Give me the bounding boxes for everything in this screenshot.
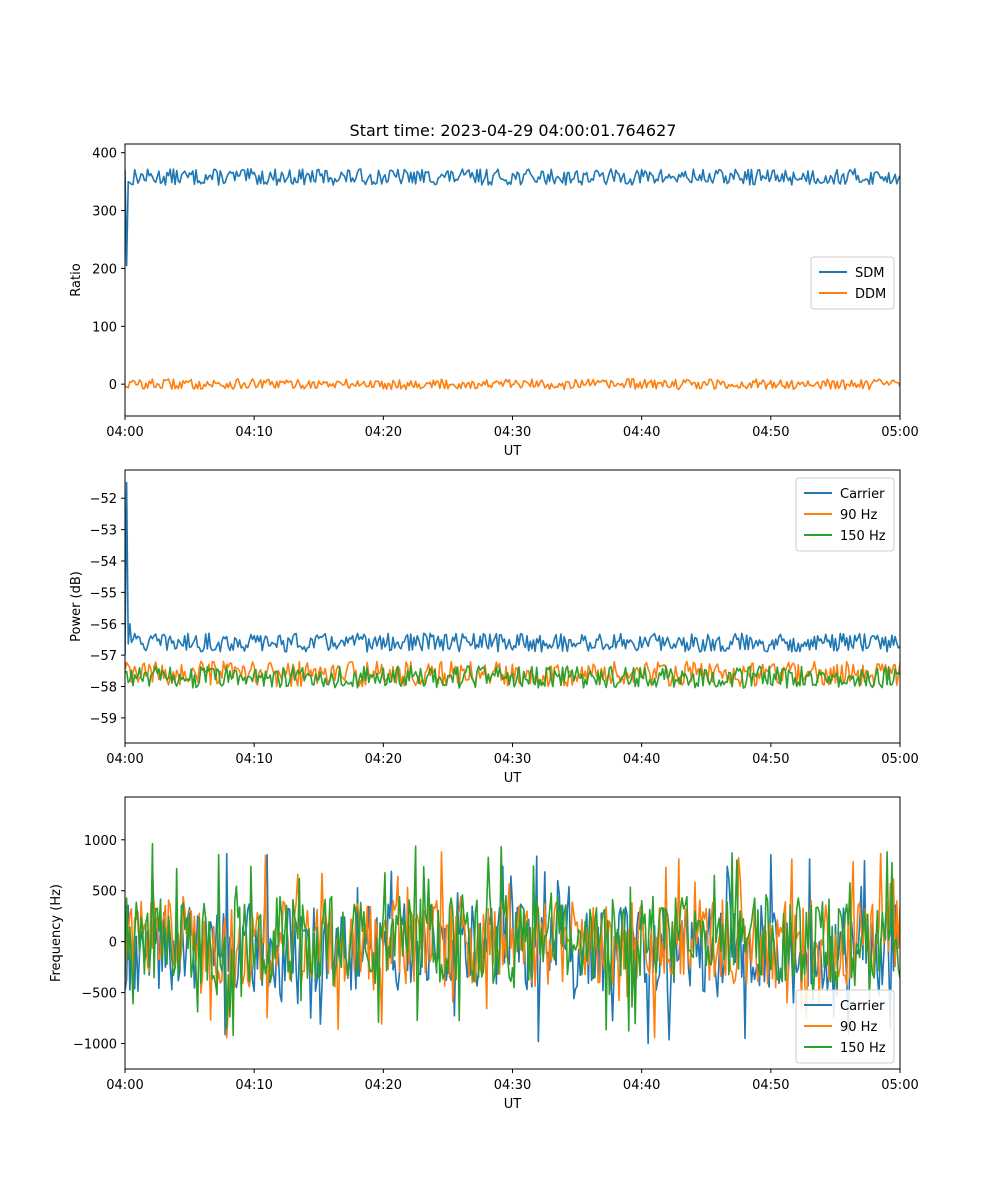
series-line-150-hz [125,665,900,689]
y-tick-label: −500 [81,987,117,1002]
axes-frame [124,143,901,417]
y-axis-label: Ratio [69,263,84,296]
y-tick-label: 0 [109,378,117,393]
x-tick-label: 04:00 [106,425,143,440]
legend-label: SDM [855,266,884,281]
y-axis-label: Power (dB) [69,571,84,642]
y-tick-label: −55 [90,586,117,601]
legend-label: Carrier [840,487,885,502]
x-tick-label: 05:00 [881,425,918,440]
x-tick-label: 04:30 [494,1078,531,1093]
y-tick-label: −54 [90,555,117,570]
series-line-carrier [125,481,900,656]
x-tick-label: 04:10 [235,752,272,767]
x-tick-label: 04:50 [752,425,789,440]
x-tick-label: 04:50 [752,752,789,767]
series-line-90-hz [125,660,900,688]
y-tick-label: −53 [90,524,117,539]
x-tick-label: 05:00 [881,752,918,767]
figure-title: Start time: 2023-04-29 04:00:01.764627 [350,121,677,140]
x-tick-label: 04:10 [235,425,272,440]
y-tick-label: −1000 [73,1038,117,1053]
x-tick-label: 04:00 [106,1078,143,1093]
x-tick-label: 04:40 [623,752,660,767]
x-axis-label: UT [504,1097,522,1112]
y-tick-label: −56 [90,618,117,633]
y-tick-label: −57 [90,649,117,664]
x-tick-label: 04:30 [494,752,531,767]
series-line-sdm [125,168,900,267]
y-tick-label: −59 [90,712,117,727]
legend-label: 90 Hz [840,508,877,523]
x-tick-label: 04:40 [623,425,660,440]
y-tick-label: 100 [92,320,117,335]
y-tick-label: 200 [92,262,117,277]
x-tick-label: 04:50 [752,1078,789,1093]
chart-3: 04:00 04:10 04:20 04:30 04:40 04:50 05:00 −1000… [49,796,919,1112]
x-tick-label: 04:00 [106,752,143,767]
legend-label: 150 Hz [840,1041,886,1056]
y-tick-label: −52 [90,492,117,507]
x-tick-label: 04:10 [235,1078,272,1093]
legend-label: 150 Hz [840,529,886,544]
legend-label: DDM [855,287,886,302]
x-tick-label: 04:20 [365,1078,402,1093]
legend-box [795,477,895,552]
chart-2: 04:00 04:10 04:20 04:30 04:40 04:50 05:00 −59 −5… [69,469,919,786]
legend: Carrier 90 Hz 150 Hz [795,477,895,552]
y-tick-label: 1000 [84,834,117,849]
series-line-150-hz [125,842,900,1037]
chart-1: 04:00 04:10 04:20 04:30 04:40 04:50 05:00 0 100 2… [69,143,919,459]
y-tick-label: 0 [109,936,117,951]
series-line-carrier [125,852,900,1045]
y-tick-label: 500 [92,885,117,900]
x-tick-label: 04:20 [365,752,402,767]
x-tick-label: 04:30 [494,425,531,440]
x-tick-label: 04:40 [623,1078,660,1093]
y-tick-label: 400 [92,147,117,162]
x-axis-label: UT [504,444,522,459]
y-tick-label: 300 [92,205,117,220]
x-axis-label: UT [504,771,522,786]
charts-container: 04:00 04:10 04:20 04:30 04:40 04:50 05:00 0 100 2… [49,143,919,1112]
y-tick-label: −58 [90,681,117,696]
legend-label: 90 Hz [840,1020,877,1035]
legend-box [810,256,895,310]
series-line-ddm [125,378,900,391]
legend-label: Carrier [840,999,885,1014]
x-tick-label: 04:20 [365,425,402,440]
legend: SDM DDM [810,256,895,310]
axes-frame [124,469,901,744]
series-line-90-hz [125,851,900,1039]
y-axis-label: Frequency (Hz) [49,884,64,982]
legend: Carrier 90 Hz 150 Hz [795,989,895,1064]
legend-box [795,989,895,1064]
x-tick-label: 05:00 [881,1078,918,1093]
